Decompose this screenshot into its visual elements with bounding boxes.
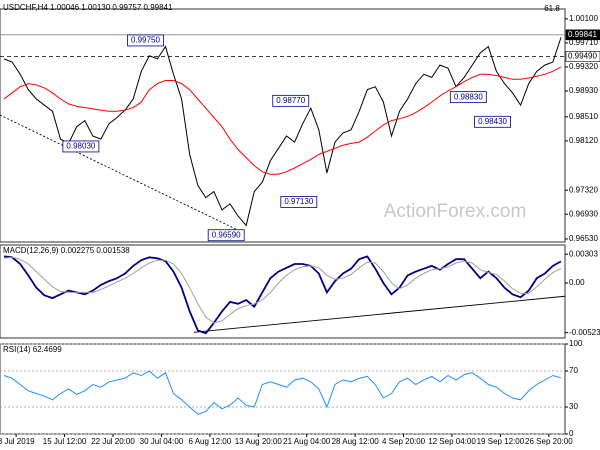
x-tick-label: 8 Jul 2019 <box>0 437 35 446</box>
level-label: 0.99490 <box>568 52 597 61</box>
trend-line <box>193 295 566 333</box>
series-line <box>3 66 562 175</box>
price-label-box <box>62 140 100 153</box>
y-tick-label: 30 <box>569 402 578 411</box>
price-label-box <box>207 229 245 242</box>
x-tick-label: 21 Aug 04:00 <box>283 437 331 446</box>
price-label: 0.97130 <box>284 197 313 206</box>
panel-title: RSI(14) 62.4699 <box>3 345 62 354</box>
y-tick-label: 0.98930 <box>569 86 598 95</box>
y-tick-label: 0 <box>569 429 574 438</box>
level-label: 0.99841 <box>568 30 597 39</box>
x-tick-label: 19 Sep 12:00 <box>477 437 525 446</box>
price-label: 0.96590 <box>212 230 241 239</box>
panel-title: USDCHF,H4 1.00046 1.00130 0.99757 0.9984… <box>3 3 173 12</box>
price-label-box <box>474 115 511 128</box>
y-tick-label: 1.00100 <box>569 14 598 23</box>
x-tick-label: 12 Sep 04:00 <box>428 437 476 446</box>
price-label: 0.98830 <box>454 92 483 101</box>
y-tick-label: 70 <box>569 366 578 375</box>
panel-frame <box>0 343 566 435</box>
price-label: 0.99750 <box>131 36 160 45</box>
y-tick-label: -0.005236 <box>569 328 600 337</box>
price-label: 0.98030 <box>66 142 95 151</box>
price-label-box <box>449 91 487 104</box>
x-tick-label: 4 Sep 20:00 <box>382 437 426 446</box>
x-tick-label: 22 Jul 20:00 <box>91 437 135 446</box>
y-tick-label: 100 <box>569 339 583 348</box>
panel-title: MACD(12,26,9) 0.002275 0.001538 <box>3 246 130 255</box>
level-label-box <box>565 51 600 62</box>
price-label-box <box>127 34 164 47</box>
x-tick-label: 28 Aug 12:00 <box>332 437 380 446</box>
trend-line <box>0 114 243 233</box>
x-tick-label: 30 Jul 04:00 <box>140 437 184 446</box>
panel-frame <box>0 244 566 339</box>
x-tick-label: 6 Aug 12:00 <box>188 437 231 446</box>
y-tick-label: 0.96530 <box>569 234 598 243</box>
price-label: 0.98430 <box>478 117 507 126</box>
series-line <box>3 255 562 335</box>
series-line <box>3 256 562 324</box>
y-tick-label: 0.99320 <box>569 62 598 71</box>
panel-frame <box>0 8 566 243</box>
y-tick-label: 0.99710 <box>569 38 598 47</box>
y-tick-label: 0.97320 <box>569 185 598 194</box>
y-tick-label: 0.96930 <box>569 209 598 218</box>
level-label-box <box>565 29 600 41</box>
y-tick-label: 0.98510 <box>569 112 598 121</box>
y-tick-label: 0.98120 <box>569 136 598 145</box>
watermark: ActionForex.com <box>384 201 527 222</box>
price-label-box <box>280 196 318 208</box>
price-label-box <box>272 94 310 107</box>
x-tick-label: 13 Aug 20:00 <box>235 437 283 446</box>
x-tick-label: 15 Jul 12:00 <box>43 437 87 446</box>
annotation: 61.8 <box>544 4 560 13</box>
price-label: 0.98770 <box>276 96 305 105</box>
x-tick-label: 26 Sep 20:00 <box>525 437 573 446</box>
y-tick-label: 0.00303 <box>569 249 598 258</box>
series-line <box>3 37 562 227</box>
y-tick-label: 0.00 <box>569 278 585 287</box>
series-line <box>3 370 562 415</box>
